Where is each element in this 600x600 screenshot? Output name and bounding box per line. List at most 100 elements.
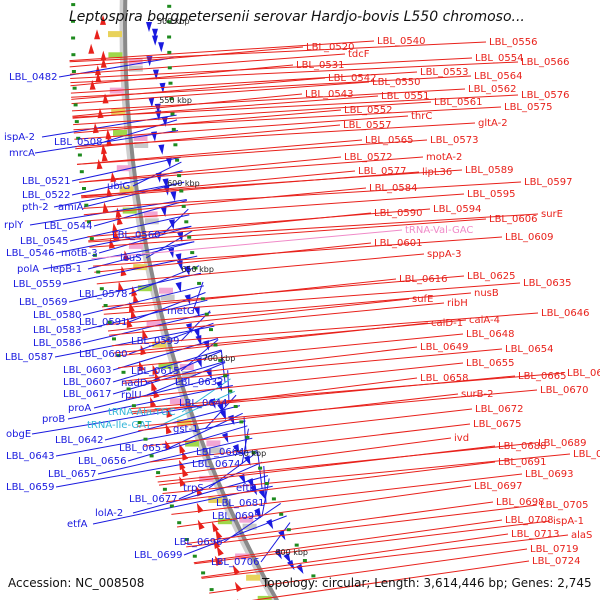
left-gene-label[interactable]: LBL_0699	[134, 550, 182, 561]
left-gene-label[interactable]: LBL_0657	[48, 469, 96, 480]
right-gene-label[interactable]: lipL36	[422, 167, 452, 178]
right-gene-label[interactable]: LBL_0557	[343, 120, 391, 131]
left-gene-label[interactable]: LBL_0546	[6, 248, 54, 259]
left-gene-label[interactable]: ispA-2	[4, 132, 35, 143]
right-gene-label[interactable]: LBL_0689	[538, 438, 586, 449]
right-gene-label[interactable]: LBL_0552	[344, 105, 392, 116]
right-gene-label[interactable]: LBL_0646	[541, 308, 589, 319]
right-gene-label[interactable]: LBL_0688	[498, 441, 546, 452]
left-gene-label[interactable]: polA	[17, 264, 39, 275]
left-gene-label[interactable]: LBL_0545	[20, 236, 68, 247]
left-gene-label[interactable]: LBL_0521	[22, 176, 70, 187]
right-gene-label[interactable]: LBL_0616	[399, 274, 447, 285]
left-gene-label[interactable]: LBL_0580	[33, 310, 81, 321]
right-gene-label[interactable]: LBL_0601	[374, 238, 422, 249]
right-gene-label[interactable]: LBL_0654	[505, 344, 553, 355]
right-gene-label[interactable]: surB-2	[461, 389, 494, 400]
right-gene-label[interactable]: LBL_0649	[420, 342, 468, 353]
right-gene-label[interactable]: LBL_0635	[523, 278, 571, 289]
right-gene-label[interactable]: LBL_0573	[430, 135, 478, 146]
right-gene-label[interactable]: motA-2	[426, 152, 462, 163]
right-gene-label[interactable]: tRNA-Val-GAC	[405, 225, 473, 236]
right-gene-label[interactable]: LBL_0665	[518, 371, 566, 382]
left-gene-label[interactable]: LBL_0617	[63, 389, 111, 400]
right-gene-label[interactable]: LBL_0594	[433, 204, 481, 215]
right-gene-label[interactable]: LBL_0543	[305, 89, 353, 100]
left-gene-label[interactable]: LBL_0578	[79, 289, 127, 300]
right-gene-label[interactable]: LBL_0658	[420, 373, 468, 384]
left-gene-label[interactable]: LBL_0600	[79, 349, 127, 360]
left-gene-label[interactable]: LBL_0644	[179, 398, 227, 409]
left-gene-label[interactable]: LBL_0696	[174, 537, 222, 548]
left-gene-label[interactable]: LBL_0603	[63, 365, 111, 376]
left-gene-label[interactable]: LBL_0674	[192, 459, 240, 470]
right-gene-label[interactable]: LBL_0550	[372, 77, 420, 88]
right-gene-label[interactable]: LBL_0675	[473, 419, 521, 430]
left-gene-label[interactable]: LBL_0544	[44, 221, 92, 232]
left-gene-label[interactable]: LBL_0695	[212, 511, 260, 522]
left-gene-label[interactable]: pth-2	[22, 202, 49, 213]
left-gene-label[interactable]: LBL_0586	[33, 338, 81, 349]
left-gene-label[interactable]: LBL_0560	[112, 230, 160, 241]
right-gene-label[interactable]: LBL_0561	[434, 97, 482, 108]
right-gene-label[interactable]: LBL_0566	[521, 57, 569, 68]
left-gene-label[interactable]: LBL_0632	[175, 377, 223, 388]
right-gene-label[interactable]: LBL_0590	[374, 208, 422, 219]
right-gene-label[interactable]: LBL_0705	[540, 500, 588, 511]
left-gene-label[interactable]: lepB-1	[50, 264, 82, 275]
right-gene-label[interactable]: LBL_0551	[381, 91, 429, 102]
right-gene-label[interactable]: LBL_0697	[474, 481, 522, 492]
right-gene-label[interactable]: LBL_0719	[530, 544, 578, 555]
right-gene-label[interactable]: LBL_0542	[328, 73, 376, 84]
left-gene-label[interactable]: LBL_0659	[6, 482, 54, 493]
right-gene-label[interactable]: LBL_0655	[466, 358, 514, 369]
right-gene-label[interactable]: LBL_0584	[369, 183, 417, 194]
right-gene-label[interactable]: LBL_0597	[524, 177, 572, 188]
right-gene-label[interactable]: LBL_0540	[377, 36, 425, 47]
right-gene-label[interactable]: LBL_0572	[344, 152, 392, 163]
right-gene-label[interactable]: LBL_0708	[505, 515, 553, 526]
right-gene-label[interactable]: LBL_0724	[532, 556, 580, 567]
left-gene-label[interactable]: rplY	[4, 220, 24, 231]
left-gene-label[interactable]: LBL_0583	[33, 325, 81, 336]
left-gene-label[interactable]: gst-1	[173, 424, 198, 435]
right-gene-label[interactable]: ribH	[447, 298, 468, 309]
left-gene-label[interactable]: LBL_0508	[54, 137, 102, 148]
right-gene-label[interactable]: LBL_0648	[466, 329, 514, 340]
left-gene-label[interactable]: tRNA-Ala-TGC	[108, 407, 176, 418]
left-gene-label[interactable]: LBL_0653	[119, 443, 167, 454]
left-gene-label[interactable]: eftB	[236, 483, 256, 494]
right-gene-label[interactable]: LBL_0575	[504, 102, 552, 113]
left-gene-label[interactable]: LBL_0569	[19, 297, 67, 308]
right-gene-label[interactable]: LBL_0606	[489, 214, 537, 225]
right-gene-label[interactable]: nusB	[474, 288, 499, 299]
left-gene-label[interactable]: trpS	[183, 483, 204, 494]
left-gene-label[interactable]: leuS	[120, 253, 142, 264]
left-gene-label[interactable]: LBL_0643	[6, 451, 54, 462]
left-gene-label[interactable]: LBL_0591	[79, 317, 127, 328]
right-gene-label[interactable]: LBL_0589	[465, 165, 513, 176]
right-gene-label[interactable]: thrC	[411, 111, 432, 122]
right-gene-label[interactable]: LBL_0520	[306, 42, 354, 53]
right-gene-label[interactable]: LBL_0609	[505, 232, 553, 243]
right-gene-label[interactable]: alaS	[571, 530, 592, 541]
right-gene-label[interactable]: LBL_0565	[365, 135, 413, 146]
left-gene-label[interactable]: LBL_0615	[131, 366, 179, 377]
left-gene-label[interactable]: LBL_0677	[129, 494, 177, 505]
left-gene-label[interactable]: LBL_0664	[196, 447, 244, 458]
right-gene-label[interactable]: ispA-1	[553, 516, 584, 527]
left-gene-label[interactable]: LBL_0559	[13, 279, 61, 290]
left-gene-label[interactable]: amiA	[58, 202, 84, 213]
right-gene-label[interactable]: LBL_0713	[511, 529, 559, 540]
right-gene-label[interactable]: LBL_0564	[474, 71, 522, 82]
right-gene-label[interactable]: ivd	[454, 433, 469, 444]
left-gene-label[interactable]: proA	[68, 403, 91, 414]
left-gene-label[interactable]: LBL_0607	[63, 377, 111, 388]
right-gene-label[interactable]: LBL_0595	[467, 189, 515, 200]
left-gene-label[interactable]: LBL_0482	[9, 72, 57, 83]
left-gene-label[interactable]: LBL_0642	[55, 435, 103, 446]
left-gene-label[interactable]: LBL_0681	[216, 498, 264, 509]
right-gene-label[interactable]: caiA-4	[469, 315, 500, 326]
left-gene-label[interactable]: etfA	[67, 519, 88, 530]
right-gene-label[interactable]: gltA-2	[478, 118, 508, 129]
